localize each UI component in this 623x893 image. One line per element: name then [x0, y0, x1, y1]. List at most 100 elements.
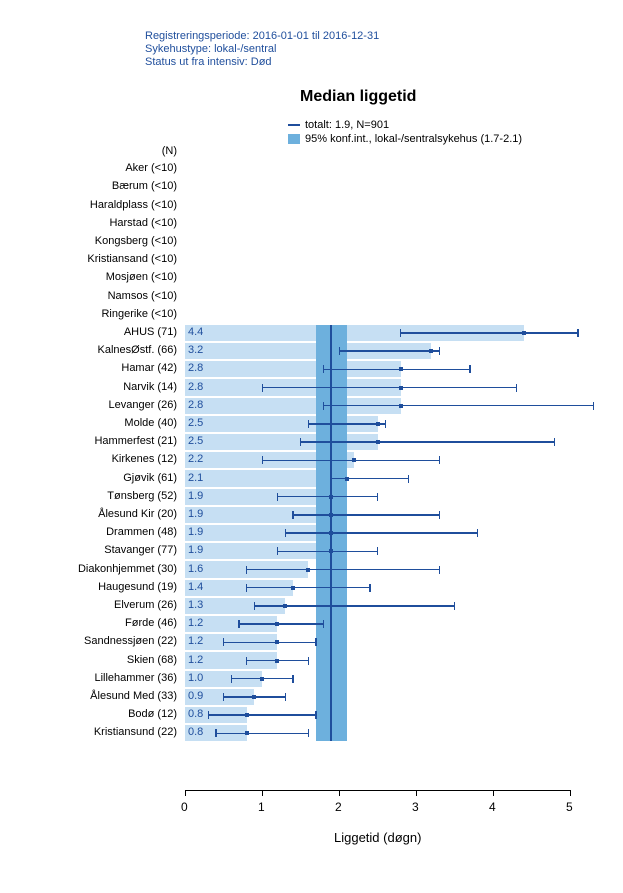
whisker-dot-13 [399, 404, 403, 408]
whisker-dot-16 [352, 458, 356, 462]
whisker-14 [308, 423, 385, 424]
row-label-25: Førde (46) [0, 617, 177, 629]
whisker-hi-tick-17 [408, 475, 409, 483]
whisker-hi-tick-29 [285, 693, 286, 701]
row-value-17: 2.1 [188, 472, 203, 484]
whisker-hi-tick-20 [477, 529, 478, 537]
row-label-2: Haraldplass (<10) [0, 199, 177, 211]
row-label-23: Haugesund (19) [0, 581, 177, 593]
whisker-22 [247, 569, 440, 570]
row-value-25: 1.2 [188, 617, 203, 629]
row-value-18: 1.9 [188, 490, 203, 502]
row-value-28: 1.0 [188, 672, 203, 684]
whisker-dot-26 [275, 640, 279, 644]
whisker-hi-tick-22 [439, 566, 440, 574]
whisker-lo-tick-12 [262, 384, 263, 392]
whisker-lo-tick-20 [285, 529, 286, 537]
row-value-29: 0.9 [188, 690, 203, 702]
whisker-dot-24 [283, 604, 287, 608]
whisker-hi-tick-27 [308, 657, 309, 665]
row-label-1: Bærum (<10) [0, 180, 177, 192]
whisker-dot-31 [245, 731, 249, 735]
meta-line-0: Registreringsperiode: 2016-01-01 til 201… [145, 30, 379, 42]
x-tick-2 [339, 790, 340, 796]
whisker-hi-tick-25 [323, 620, 324, 628]
x-tick-1 [262, 790, 263, 796]
whisker-hi-tick-16 [439, 456, 440, 464]
whisker-lo-tick-17 [331, 475, 332, 483]
whisker-lo-tick-19 [292, 511, 293, 519]
whisker-dot-15 [376, 440, 380, 444]
row-value-22: 1.6 [188, 563, 203, 575]
whisker-16 [262, 460, 439, 461]
whisker-hi-tick-23 [369, 584, 370, 592]
whisker-dot-28 [260, 677, 264, 681]
whisker-dot-21 [329, 549, 333, 553]
whisker-dot-14 [376, 422, 380, 426]
row-value-27: 1.2 [188, 654, 203, 666]
whisker-lo-tick-27 [246, 657, 247, 665]
whisker-lo-tick-15 [300, 438, 301, 446]
whisker-lo-tick-30 [208, 711, 209, 719]
x-tick-label-5: 5 [566, 800, 573, 814]
whisker-lo-tick-10 [339, 347, 340, 355]
meta-line-1: Sykehustype: lokal-/sentral [145, 43, 276, 55]
whisker-lo-tick-24 [254, 602, 255, 610]
whisker-lo-tick-23 [246, 584, 247, 592]
row-label-30: Bodø (12) [0, 708, 177, 720]
row-value-10: 3.2 [188, 344, 203, 356]
whisker-lo-tick-25 [238, 620, 239, 628]
whisker-lo-tick-28 [231, 675, 232, 683]
row-label-29: Ålesund Med (33) [0, 690, 177, 702]
whisker-hi-tick-14 [385, 420, 386, 428]
x-tick-label-0: 0 [181, 800, 188, 814]
whisker-hi-tick-18 [377, 493, 378, 501]
row-value-23: 1.4 [188, 581, 203, 593]
whisker-lo-tick-18 [277, 493, 278, 501]
whisker-dot-9 [522, 331, 526, 335]
whisker-hi-tick-15 [554, 438, 555, 446]
row-label-26: Sandnessjøen (22) [0, 635, 177, 647]
whisker-lo-tick-31 [215, 729, 216, 737]
whisker-hi-tick-11 [469, 365, 470, 373]
whisker-23 [247, 587, 370, 588]
whisker-lo-tick-14 [308, 420, 309, 428]
row-label-8: Ringerike (<10) [0, 308, 177, 320]
whisker-dot-20 [329, 531, 333, 535]
row-value-30: 0.8 [188, 708, 203, 720]
row-value-31: 0.8 [188, 726, 203, 738]
row-label-31: Kristiansund (22) [0, 726, 177, 738]
row-value-21: 1.9 [188, 544, 203, 556]
legend-swatch-total [288, 124, 300, 126]
x-tick-label-2: 2 [335, 800, 342, 814]
x-axis-title: Liggetid (døgn) [334, 830, 421, 845]
whisker-dot-17 [345, 477, 349, 481]
x-tick-label-1: 1 [258, 800, 265, 814]
meta-line-2: Status ut fra intensiv: Død [145, 56, 272, 68]
chart-title: Median liggetid [300, 88, 416, 106]
row-value-14: 2.5 [188, 417, 203, 429]
whisker-dot-29 [252, 695, 256, 699]
whisker-hi-tick-24 [454, 602, 455, 610]
row-label-6: Mosjøen (<10) [0, 271, 177, 283]
whisker-dot-23 [291, 586, 295, 590]
whisker-31 [216, 733, 308, 734]
row-label-11: Hamar (42) [0, 362, 177, 374]
whisker-26 [224, 642, 316, 643]
row-value-11: 2.8 [188, 362, 203, 374]
x-tick-4 [493, 790, 494, 796]
row-label-9: AHUS (71) [0, 326, 177, 338]
row-label-28: Lillehammer (36) [0, 672, 177, 684]
whisker-hi-tick-26 [315, 638, 316, 646]
row-label-24: Elverum (26) [0, 599, 177, 611]
row-label-4: Kongsberg (<10) [0, 235, 177, 247]
whisker-dot-30 [245, 713, 249, 717]
row-label-18: Tønsberg (52) [0, 490, 177, 502]
row-label-10: KalnesØstf. (66) [0, 344, 177, 356]
whisker-dot-12 [399, 386, 403, 390]
row-value-24: 1.3 [188, 599, 203, 611]
whisker-20 [285, 532, 478, 533]
row-label-3: Harstad (<10) [0, 217, 177, 229]
whisker-lo-tick-11 [323, 365, 324, 373]
whisker-9 [401, 332, 578, 333]
